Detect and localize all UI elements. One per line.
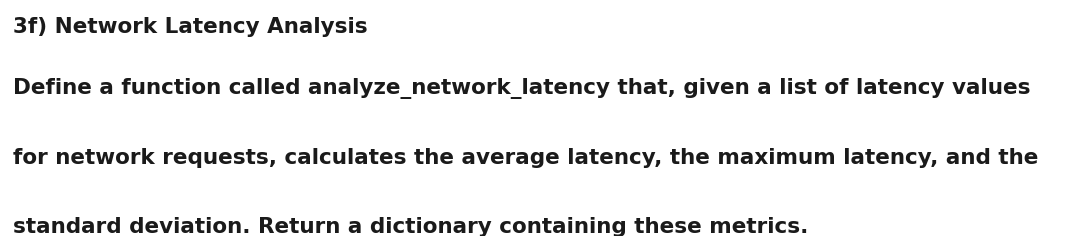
- Text: standard deviation. Return a dictionary containing these metrics.: standard deviation. Return a dictionary …: [13, 217, 808, 236]
- Text: for network requests, calculates the average latency, the maximum latency, and t: for network requests, calculates the ave…: [13, 148, 1038, 168]
- Text: Define a function called analyze_network_latency that, given a list of latency v: Define a function called analyze_network…: [13, 78, 1030, 99]
- Text: 3f) Network Latency Analysis: 3f) Network Latency Analysis: [13, 17, 367, 37]
